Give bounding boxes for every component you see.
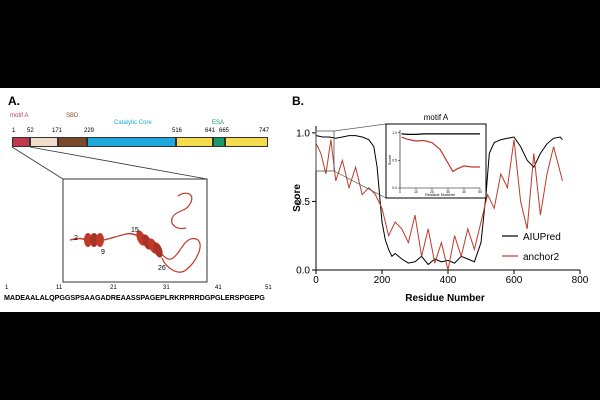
series-line-anchor2 bbox=[315, 139, 563, 271]
x-axis-label: Residue Number bbox=[405, 293, 485, 304]
position-label: 171 bbox=[52, 128, 63, 134]
domain-label-sbd: SBD bbox=[66, 113, 79, 119]
helix-2 bbox=[136, 230, 163, 258]
coil-c-term bbox=[159, 237, 201, 273]
inset-title: motif A bbox=[424, 113, 449, 122]
position-label: 641 bbox=[205, 128, 216, 134]
helix-1 bbox=[84, 233, 104, 247]
legend-label-anchor2: anchor2 bbox=[523, 252, 560, 263]
panel-a-label: A. bbox=[8, 94, 20, 108]
sequence-number: 51 bbox=[265, 285, 272, 291]
sequence-number: 11 bbox=[56, 285, 63, 291]
structure-label-2: 2 bbox=[74, 235, 78, 242]
coil-linker bbox=[103, 232, 139, 241]
structure-label-26: 26 bbox=[158, 265, 166, 272]
inset-y-tick-label: 1.0 bbox=[392, 131, 397, 135]
structure-zoom: 2 9 15 26 bbox=[11, 146, 208, 283]
segment-catalytic-core bbox=[87, 137, 176, 147]
inset-frame bbox=[385, 123, 487, 199]
legend-label-aiupred: AIUPred bbox=[523, 232, 561, 243]
inset-x-tick-label: 10 bbox=[414, 190, 418, 194]
y-tick-label: 1.0 bbox=[296, 128, 310, 139]
inset-y-tick-label: 0.5 bbox=[392, 159, 397, 163]
motif-a-highlight bbox=[315, 130, 335, 172]
coil-loop bbox=[171, 192, 193, 230]
protein-sequence: MADEAALALQPGGSPSAAGADREAASSPAGEPLRKRPRRD… bbox=[4, 293, 265, 302]
inset-x-tick-label: 30 bbox=[446, 190, 450, 194]
x-tick-label: 800 bbox=[572, 275, 589, 286]
segment-esa bbox=[213, 137, 225, 147]
sequence-number: 41 bbox=[215, 285, 222, 291]
inset-series-line-anchor2 bbox=[401, 136, 480, 173]
y-tick-label: 0.5 bbox=[296, 197, 310, 208]
structure-label-15: 15 bbox=[131, 227, 139, 234]
position-label: 229 bbox=[84, 128, 95, 134]
domain-label-catalytic-core: Catalytic Core bbox=[114, 120, 152, 126]
domain-label-esa: ESA bbox=[212, 120, 225, 126]
series-line-aiupred bbox=[316, 135, 563, 266]
inset-x-tick-label: 50 bbox=[478, 190, 482, 194]
inset-connector-top bbox=[333, 123, 387, 132]
helix-turn bbox=[90, 233, 98, 247]
segment-motif-a bbox=[12, 137, 30, 147]
x-tick-label: 400 bbox=[440, 275, 457, 286]
position-label: 516 bbox=[172, 128, 183, 134]
segment-linker bbox=[30, 137, 58, 147]
y-tick-label: 0.0 bbox=[296, 266, 310, 277]
position-label: 52 bbox=[27, 128, 34, 134]
segment-sbd bbox=[58, 137, 87, 147]
zoom-line-left bbox=[11, 146, 64, 180]
x-tick-label: 200 bbox=[374, 275, 391, 286]
inset-y-label: Score bbox=[387, 154, 392, 165]
inset-x-tick-label: 40 bbox=[462, 190, 466, 194]
legend: AIUPred anchor2 bbox=[502, 232, 561, 263]
zoom-line-right bbox=[29, 146, 208, 180]
sequence-number: 21 bbox=[110, 285, 117, 291]
segment-yellow-2 bbox=[225, 137, 268, 147]
domain-label-motif-a: motif A bbox=[10, 113, 29, 119]
position-label: 1 bbox=[12, 128, 16, 134]
panel-b-label: B. bbox=[292, 94, 304, 108]
inset-connector-bottom bbox=[333, 170, 387, 199]
helix-turn bbox=[84, 233, 92, 247]
inset-x-tick-label: 20 bbox=[430, 190, 434, 194]
inset-series-line-aiupred bbox=[401, 133, 480, 136]
sequence-number: 31 bbox=[163, 285, 170, 291]
helix-turn bbox=[153, 242, 163, 258]
helix-turn bbox=[96, 233, 104, 247]
structure-box bbox=[62, 178, 208, 283]
segment-yellow-1 bbox=[176, 137, 213, 147]
x-tick-label: 0 bbox=[313, 275, 319, 286]
sequence-number: 1 bbox=[5, 285, 9, 291]
inset-y-tick-label: 0.0 bbox=[392, 186, 397, 190]
position-label: 747 bbox=[259, 128, 270, 134]
x-tick-label: 600 bbox=[506, 275, 523, 286]
position-label: 665 bbox=[219, 128, 230, 134]
inset-x-tick-label: 0 bbox=[399, 190, 401, 194]
inset-x-label: Residue Number bbox=[425, 192, 456, 197]
structure-label-9: 9 bbox=[101, 249, 105, 256]
y-axis-label: Score bbox=[292, 184, 303, 212]
